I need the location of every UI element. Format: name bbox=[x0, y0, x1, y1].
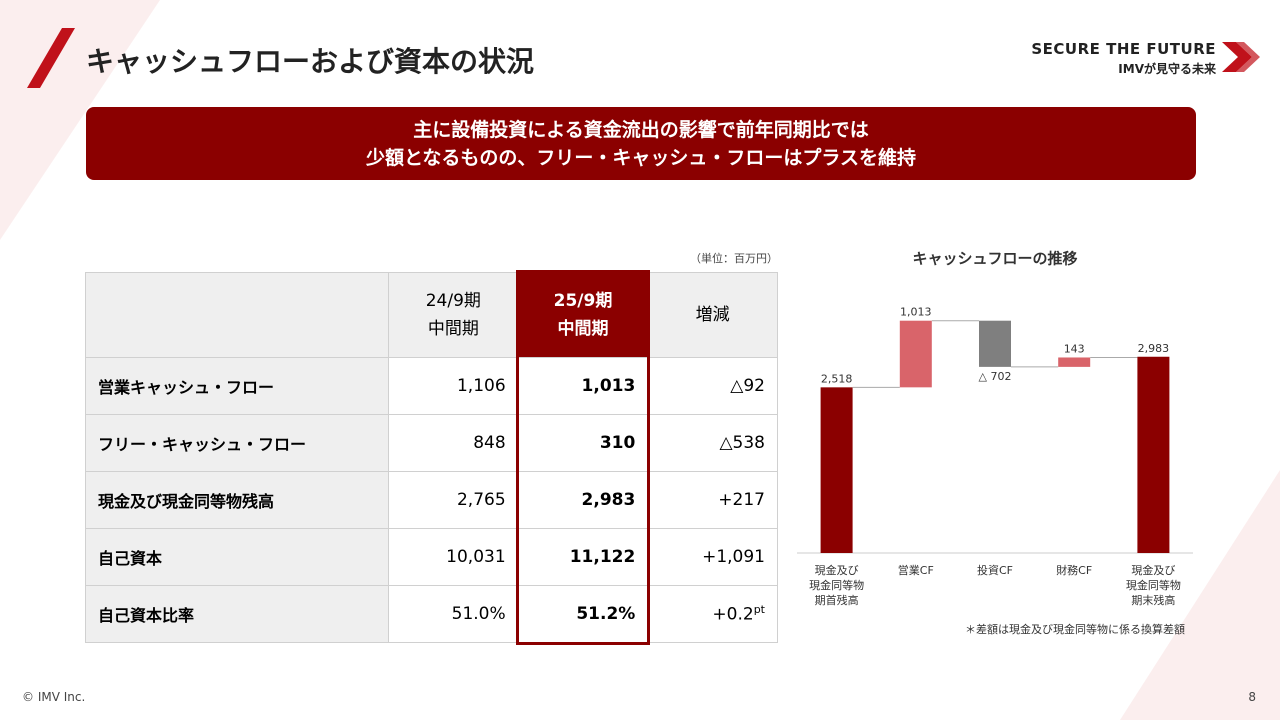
bar bbox=[820, 387, 853, 553]
cell-text: +0.2 bbox=[712, 604, 754, 625]
bar bbox=[1137, 356, 1170, 553]
cell-unit: pt bbox=[753, 603, 765, 617]
bar bbox=[1058, 357, 1091, 367]
x-tick-label: 営業CF bbox=[898, 563, 934, 577]
cell: 51.0% bbox=[388, 585, 519, 643]
chart-note: ＊差額は現金及び現金同等物に係る換算差額 bbox=[965, 622, 1185, 636]
cell: +0.2pt bbox=[647, 585, 778, 643]
cell: 1,013 bbox=[517, 357, 649, 415]
row: 現金及び現金同等物残高 2,765 2,983 +217 bbox=[84, 471, 778, 529]
header-line: 中間期 bbox=[557, 319, 609, 339]
value-label: 2,518 bbox=[821, 372, 853, 385]
x-tick-label: 期首残高 bbox=[815, 593, 859, 607]
cell: 自己資本比率 bbox=[84, 585, 390, 643]
header-line: 増減 bbox=[695, 305, 730, 325]
header-cell: 増減 bbox=[647, 272, 778, 358]
cell: 2,765 bbox=[388, 471, 519, 529]
x-tick-label: 投資CF bbox=[977, 563, 1013, 577]
unit-note: （単位：百万円） bbox=[690, 252, 778, 265]
chart-title: キャッシュフローの推移 bbox=[912, 250, 1077, 268]
value-label: 2,983 bbox=[1138, 342, 1170, 355]
value-label: △ 702 bbox=[979, 370, 1012, 383]
header-cell bbox=[84, 272, 390, 358]
banner-line: 主に設備投資による資金流出の影響で前年同期比では bbox=[413, 118, 869, 141]
value-label: 1,013 bbox=[900, 306, 932, 319]
cell: △538 bbox=[647, 414, 778, 472]
cell: 848 bbox=[388, 414, 519, 472]
x-tick-label: 現金同等物 bbox=[809, 578, 864, 592]
bar bbox=[979, 320, 1011, 367]
brand: SECURE THE FUTURE bbox=[1031, 40, 1216, 58]
highlight-frame bbox=[516, 270, 650, 645]
header-cell: 24/9期中間期 bbox=[388, 272, 519, 358]
cell: 自己資本 bbox=[84, 528, 390, 586]
title: キャッシュフローおよび資本の状況 bbox=[86, 45, 535, 78]
row: 自己資本比率 51.0% 51.2% +0.2pt bbox=[84, 585, 778, 643]
cell: 営業キャッシュ・フロー bbox=[84, 357, 390, 415]
header-line: 中間期 bbox=[427, 319, 479, 339]
brand-sub: IMVが見守る未来 bbox=[1118, 62, 1216, 76]
table: 24/9期中間期 25/9期中間期 増減 営業キャッシュ・フロー 1,106 1,0… bbox=[84, 272, 778, 643]
x-tick-label: 現金及び bbox=[815, 563, 859, 577]
page-number: 8 bbox=[1248, 690, 1256, 704]
cell: 2,983 bbox=[517, 471, 649, 529]
cell: +1,091 bbox=[647, 528, 778, 586]
cell: 51.2% bbox=[517, 585, 649, 643]
x-tick-label: 現金同等物 bbox=[1126, 578, 1181, 592]
cell: フリー・キャッシュ・フロー bbox=[84, 414, 390, 472]
x-tick-label: 期末残高 bbox=[1131, 593, 1175, 607]
banner: 主に設備投資による資金流出の影響で前年同期比では 少額となるものの、フリー・キャ… bbox=[86, 107, 1196, 180]
header-line: 24/9期 bbox=[425, 291, 481, 311]
value-label: 143 bbox=[1064, 342, 1085, 355]
bar bbox=[899, 320, 932, 388]
copyright: © IMV Inc. bbox=[22, 690, 86, 704]
x-tick-label: 財務CF bbox=[1056, 563, 1092, 577]
row: 営業キャッシュ・フロー 1,106 1,013 △92 bbox=[84, 357, 778, 415]
cell: 現金及び現金同等物残高 bbox=[84, 471, 390, 529]
row: フリー・キャッシュ・フロー 848 310 △538 bbox=[84, 414, 778, 472]
header-cell: 25/9期中間期 bbox=[517, 272, 649, 358]
x-tick-label: 現金及び bbox=[1131, 563, 1175, 577]
cell: 1,106 bbox=[388, 357, 519, 415]
header-line: 25/9期 bbox=[553, 291, 613, 311]
cell: △92 bbox=[647, 357, 778, 415]
banner-line: 少額となるものの、フリー・キャッシュ・フローはプラスを維持 bbox=[365, 146, 917, 169]
